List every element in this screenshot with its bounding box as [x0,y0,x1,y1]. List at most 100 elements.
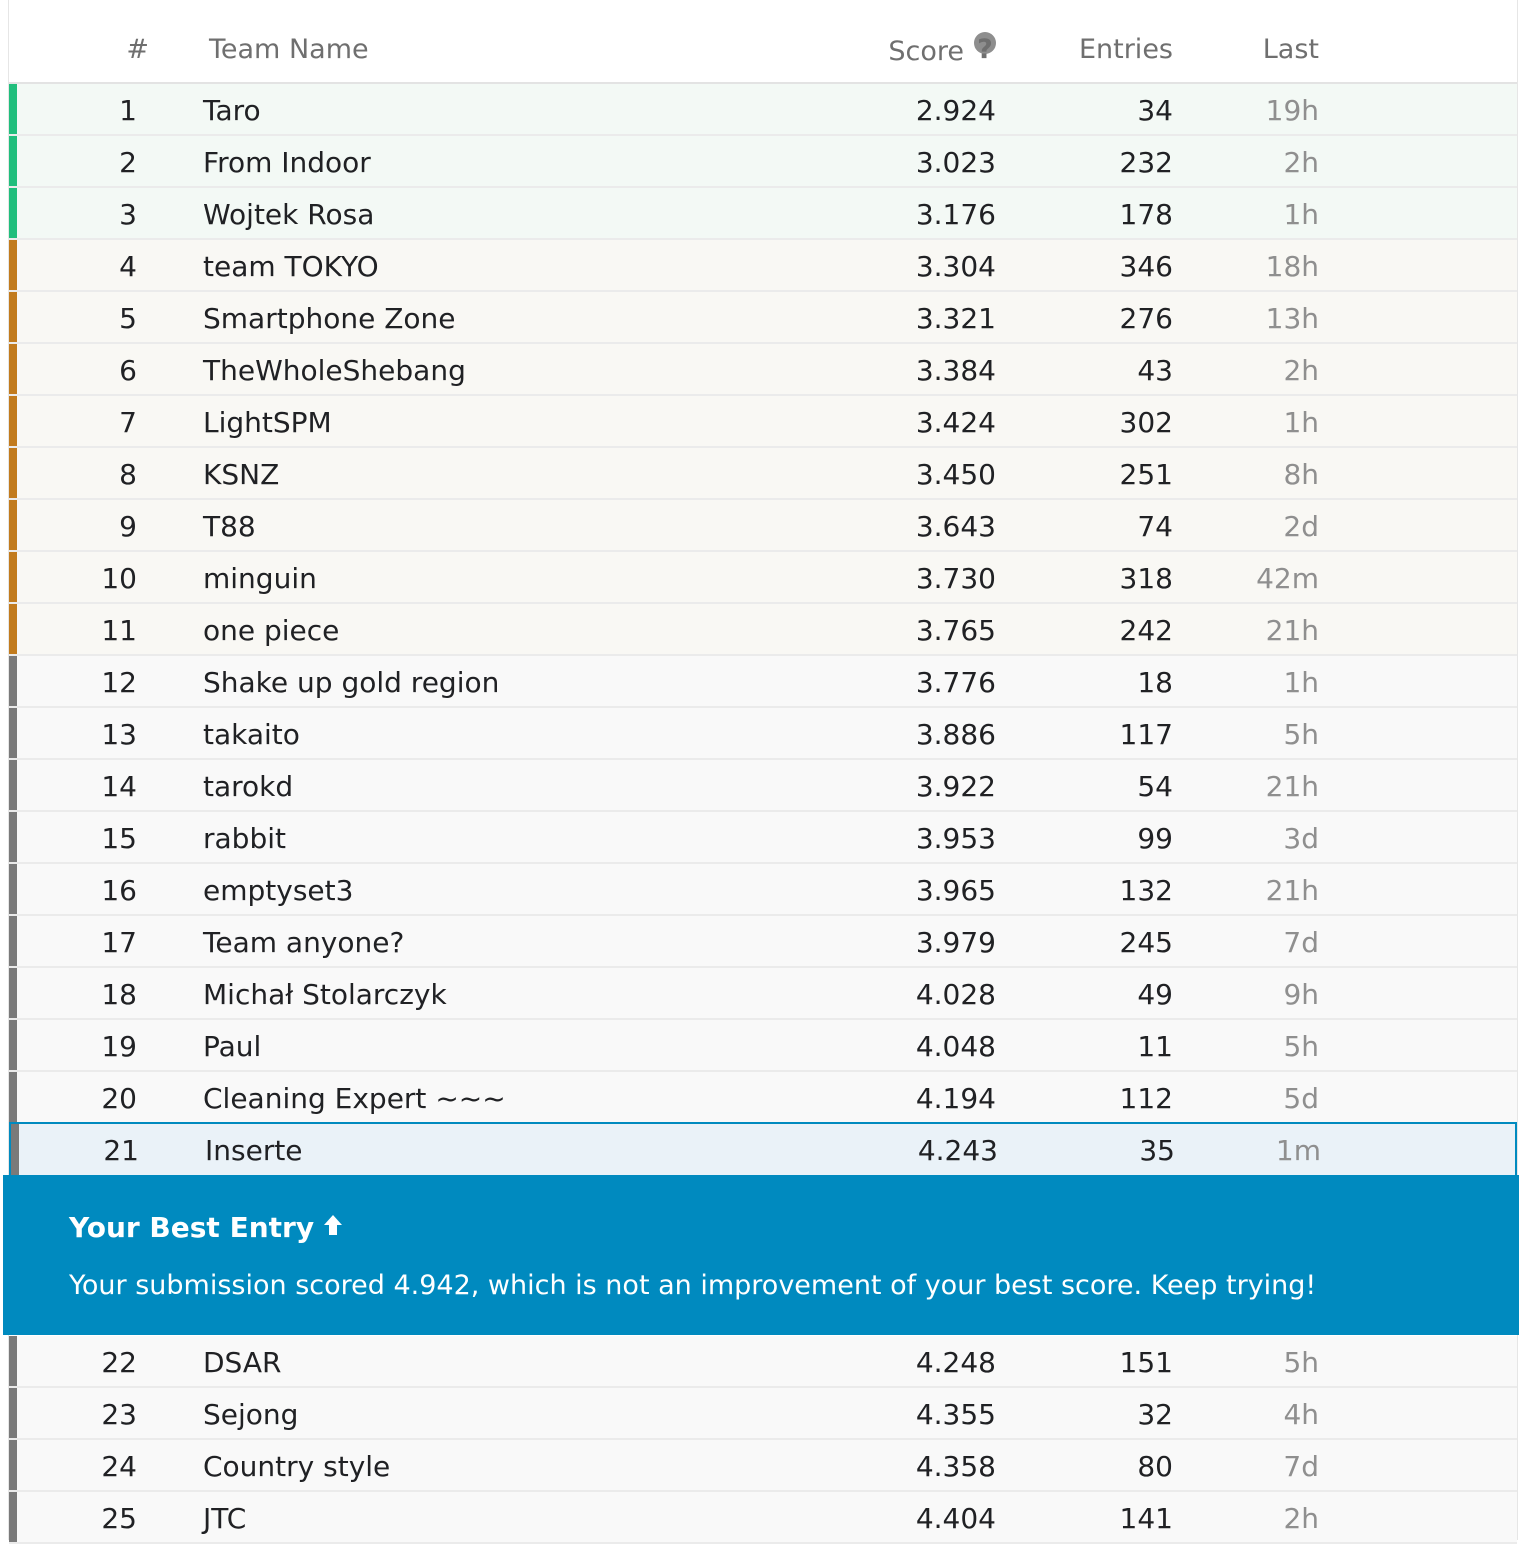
tier-indicator [11,1124,19,1176]
team-name-cell[interactable]: From Indoor [203,146,371,179]
last-submission-cell: 7d [1283,926,1319,959]
entries-cell: 18 [1137,666,1173,699]
team-name-cell[interactable]: Shake up gold region [203,666,500,699]
team-name-cell[interactable]: minguin [203,562,317,595]
score-cell: 3.643 [915,510,996,543]
team-name-cell[interactable]: KSNZ [203,458,280,491]
entries-cell: 99 [1137,822,1173,855]
entries-cell: 132 [1119,874,1173,907]
table-row[interactable]: 21 Inserte 4.243 35 1m [9,1122,1517,1176]
table-row[interactable]: 8 KSNZ 3.450 251 8h [9,448,1517,500]
score-cell: 4.248 [915,1346,996,1379]
team-name-column-header[interactable]: Team Name [209,34,369,65]
score-cell: 3.450 [915,458,996,491]
score-cell: 3.304 [915,250,996,283]
tier-indicator [9,448,17,498]
tier-indicator [9,84,17,134]
team-name-cell[interactable]: JTC [203,1502,247,1535]
table-row[interactable]: 12 Shake up gold region 3.776 18 1h [9,656,1517,708]
rank-cell: 1 [119,94,137,127]
last-submission-cell: 5h [1283,718,1319,751]
team-name-cell[interactable]: Wojtek Rosa [203,198,375,231]
leaderboard-header: # Team Name Score? Entries Last [9,0,1517,84]
team-name-cell[interactable]: tarokd [203,770,294,803]
entries-cell: 151 [1119,1346,1173,1379]
last-submission-cell: 3d [1283,822,1319,855]
last-submission-cell: 2d [1283,510,1319,543]
entries-cell: 232 [1119,146,1173,179]
table-row[interactable]: 20 Cleaning Expert ~~~ 4.194 112 5d [9,1072,1517,1124]
rank-cell: 4 [119,250,137,283]
tier-indicator [9,1440,17,1490]
entries-column-header[interactable]: Entries [1078,34,1173,65]
table-row[interactable]: 22 DSAR 4.248 151 5h [9,1336,1517,1388]
score-cell: 4.358 [915,1450,996,1483]
last-submission-cell: 1m [1275,1134,1321,1167]
table-row[interactable]: 2 From Indoor 3.023 232 2h [9,136,1517,188]
last-submission-cell: 2h [1283,1502,1319,1535]
team-name-cell[interactable]: Team anyone? [203,926,405,959]
table-row[interactable]: 3 Wojtek Rosa 3.176 178 1h [9,188,1517,240]
entries-cell: 54 [1137,770,1173,803]
team-name-cell[interactable]: Cleaning Expert ~~~ [203,1082,506,1115]
table-row[interactable]: 7 LightSPM 3.424 302 1h [9,396,1517,448]
help-icon[interactable]: ? [974,32,996,65]
arrow-up-icon [322,1211,344,1245]
table-row[interactable]: 25 JTC 4.404 141 2h [9,1492,1517,1544]
table-row[interactable]: 1 Taro 2.924 34 19h [9,84,1517,136]
table-row[interactable]: 13 takaito 3.886 117 5h [9,708,1517,760]
table-row[interactable]: 11 one piece 3.765 242 21h [9,604,1517,656]
team-name-cell[interactable]: Taro [203,94,261,127]
rank-cell: 18 [101,978,137,1011]
table-row[interactable]: 6 TheWholeShebang 3.384 43 2h [9,344,1517,396]
team-name-cell[interactable]: Paul [203,1030,262,1063]
tier-indicator [9,1072,17,1122]
table-row[interactable]: 18 Michał Stolarczyk 4.028 49 9h [9,968,1517,1020]
team-name-cell[interactable]: Sejong [203,1398,299,1431]
score-cell: 2.924 [915,94,996,127]
entries-cell: 80 [1137,1450,1173,1483]
team-name-cell[interactable]: team TOKYO [203,250,379,283]
rank-cell: 20 [101,1082,137,1115]
team-name-cell[interactable]: TheWholeShebang [203,354,466,387]
table-row[interactable]: 4 team TOKYO 3.304 346 18h [9,240,1517,292]
table-row[interactable]: 23 Sejong 4.355 32 4h [9,1388,1517,1440]
score-cell: 3.776 [915,666,996,699]
team-name-cell[interactable]: T88 [203,510,256,543]
entries-cell: 11 [1137,1030,1173,1063]
last-column-header[interactable]: Last [1262,34,1319,65]
team-name-cell[interactable]: DSAR [203,1346,282,1379]
entries-cell: 43 [1137,354,1173,387]
table-row[interactable]: 17 Team anyone? 3.979 245 7d [9,916,1517,968]
rank-cell: 16 [101,874,137,907]
team-name-cell[interactable]: Country style [203,1450,391,1483]
rank-cell: 19 [101,1030,137,1063]
last-submission-cell: 13h [1265,302,1319,335]
table-row[interactable]: 16 emptyset3 3.965 132 21h [9,864,1517,916]
score-cell: 3.384 [915,354,996,387]
team-name-cell[interactable]: LightSPM [203,406,332,439]
tier-indicator [9,240,17,290]
table-row[interactable]: 19 Paul 4.048 11 5h [9,1020,1517,1072]
table-row[interactable]: 24 Country style 4.358 80 7d [9,1440,1517,1492]
team-name-cell[interactable]: takaito [203,718,300,751]
score-column-header[interactable]: Score? [809,32,996,70]
table-row[interactable]: 10 minguin 3.730 318 42m [9,552,1517,604]
last-submission-cell: 19h [1265,94,1319,127]
team-name-cell[interactable]: rabbit [203,822,286,855]
table-row[interactable]: 14 tarokd 3.922 54 21h [9,760,1517,812]
team-name-cell[interactable]: Smartphone Zone [203,302,456,335]
table-row[interactable]: 15 rabbit 3.953 99 3d [9,812,1517,864]
last-submission-cell: 21h [1265,614,1319,647]
entries-cell: 178 [1119,198,1173,231]
team-name-cell[interactable]: one piece [203,614,340,647]
last-submission-cell: 8h [1283,458,1319,491]
rank-cell: 24 [101,1450,137,1483]
team-name-cell[interactable]: Inserte [205,1134,303,1167]
team-name-cell[interactable]: Michał Stolarczyk [203,978,447,1011]
table-row[interactable]: 5 Smartphone Zone 3.321 276 13h [9,292,1517,344]
entries-cell: 74 [1137,510,1173,543]
entries-cell: 49 [1137,978,1173,1011]
table-row[interactable]: 9 T88 3.643 74 2d [9,500,1517,552]
team-name-cell[interactable]: emptyset3 [203,874,354,907]
